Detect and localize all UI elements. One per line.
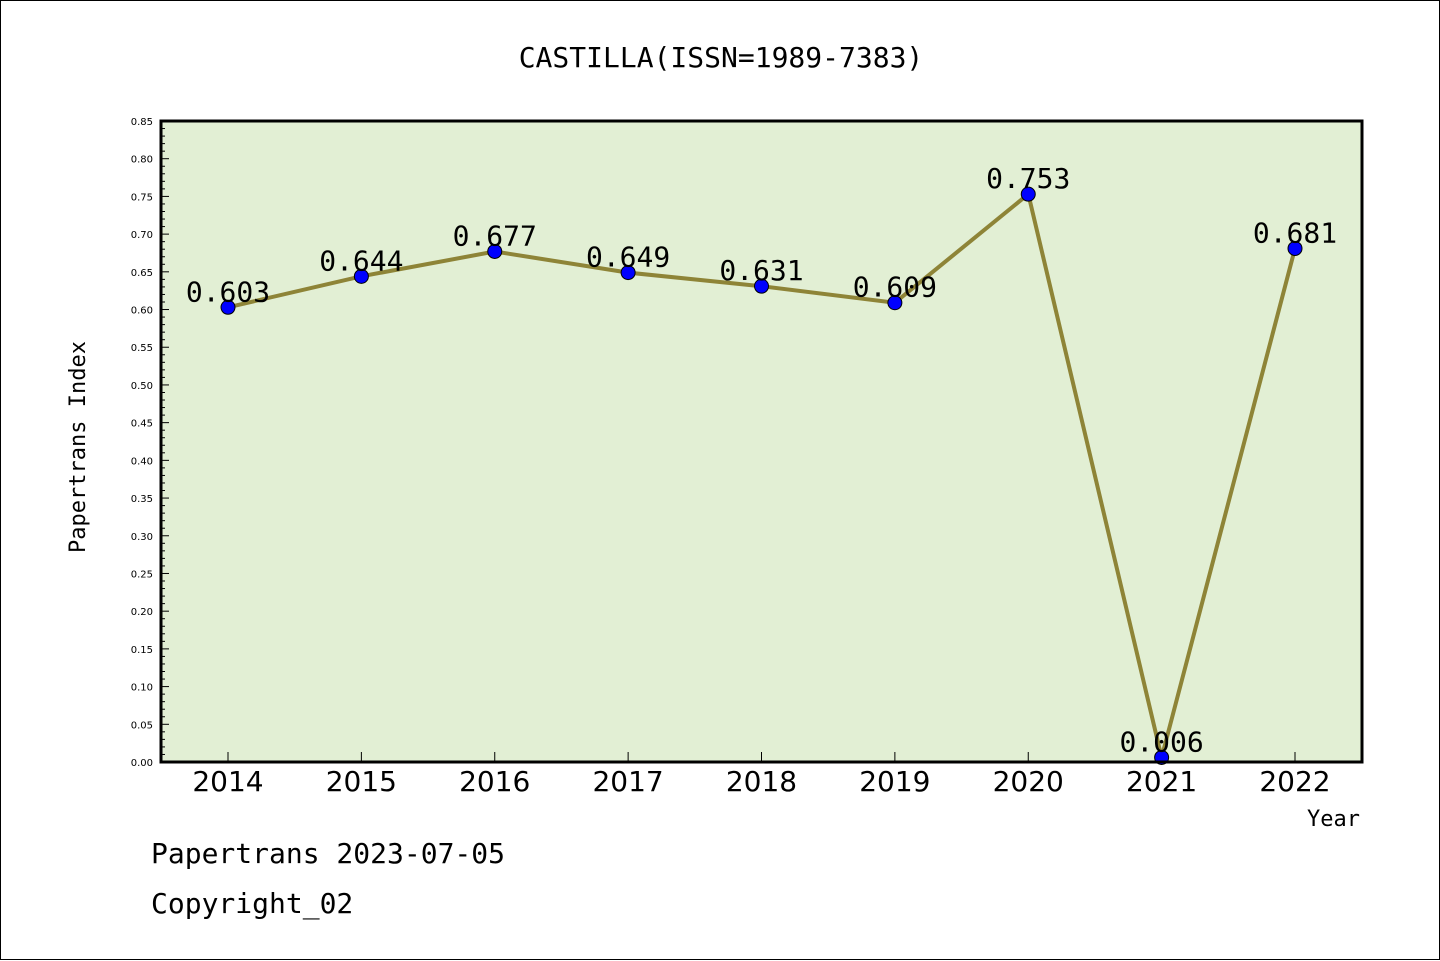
y-tick-label: 0.65	[131, 268, 153, 279]
y-tick-label: 0.75	[131, 192, 153, 203]
x-tick-label: 2014	[192, 765, 263, 798]
data-label: 0.631	[719, 254, 803, 287]
data-label: 0.603	[186, 275, 270, 308]
x-tick-label: 2017	[592, 765, 663, 798]
plot-area	[161, 121, 1362, 762]
data-point	[1020, 186, 1036, 202]
y-tick-label: 0.40	[131, 456, 153, 467]
y-tick-label: 0.45	[131, 419, 153, 430]
data-label: 0.609	[853, 271, 937, 304]
y-tick-label: 0.85	[131, 117, 153, 128]
x-tick-label: 2015	[326, 765, 397, 798]
x-axis-label: Year	[1307, 807, 1360, 832]
y-tick-label: 0.05	[131, 720, 153, 731]
footer-copyright: Copyright_02	[151, 887, 354, 920]
data-label: 0.649	[586, 241, 670, 274]
y-tick-label: 0.60	[131, 306, 153, 317]
y-tick-label: 0.10	[131, 683, 153, 694]
x-tick-label: 2020	[993, 765, 1064, 798]
y-tick-label: 0.25	[131, 569, 153, 580]
data-point	[487, 243, 503, 259]
data-label: 0.753	[986, 162, 1070, 195]
x-tick-label: 2018	[726, 765, 797, 798]
y-tick-label: 0.70	[131, 230, 153, 241]
data-label: 0.677	[453, 219, 537, 252]
data-label: 0.681	[1253, 216, 1337, 249]
x-tick-label: 2022	[1259, 765, 1330, 798]
y-tick-label: 0.35	[131, 494, 153, 505]
data-point	[353, 268, 369, 284]
x-tick-label: 2021	[1126, 765, 1197, 798]
y-tick-label: 0.15	[131, 645, 153, 656]
y-tick-label: 0.20	[131, 607, 153, 618]
data-point	[620, 265, 636, 281]
data-point	[754, 278, 769, 294]
y-tick-label: 0.30	[131, 532, 153, 543]
data-label: 0.644	[319, 244, 403, 277]
y-axis: 0.00 0.05 0.10 0.15 0.20 0.25 0.30 0.35 0.40 0.45…	[131, 117, 169, 769]
footer-date: Papertrans 2023-07-05	[151, 837, 506, 870]
y-tick-label: 0.00	[131, 758, 153, 769]
x-tick-label: 2016	[459, 765, 530, 798]
y-tick-label: 0.50	[131, 381, 153, 392]
y-tick-label: 0.80	[131, 155, 153, 166]
data-labels: 0.603 0.644 0.677 0.649 0.631 0.609 0.753 0.006…	[186, 162, 1337, 758]
y-axis-label: Papertrans Index	[66, 341, 91, 553]
x-axis: 2014 2015 2016 2017 2018 2019 2020 2021 2022	[192, 752, 1331, 798]
data-point	[1287, 240, 1303, 256]
data-point	[887, 295, 903, 311]
y-tick-label: 0.55	[131, 343, 153, 354]
plot-border	[159, 119, 1364, 764]
chart-title: CASTILLA(ISSN=1989-7383)	[519, 41, 924, 74]
data-label: 0.006	[1119, 725, 1203, 758]
data-point	[220, 299, 236, 315]
series	[220, 186, 1303, 765]
x-tick-label: 2019	[859, 765, 930, 798]
